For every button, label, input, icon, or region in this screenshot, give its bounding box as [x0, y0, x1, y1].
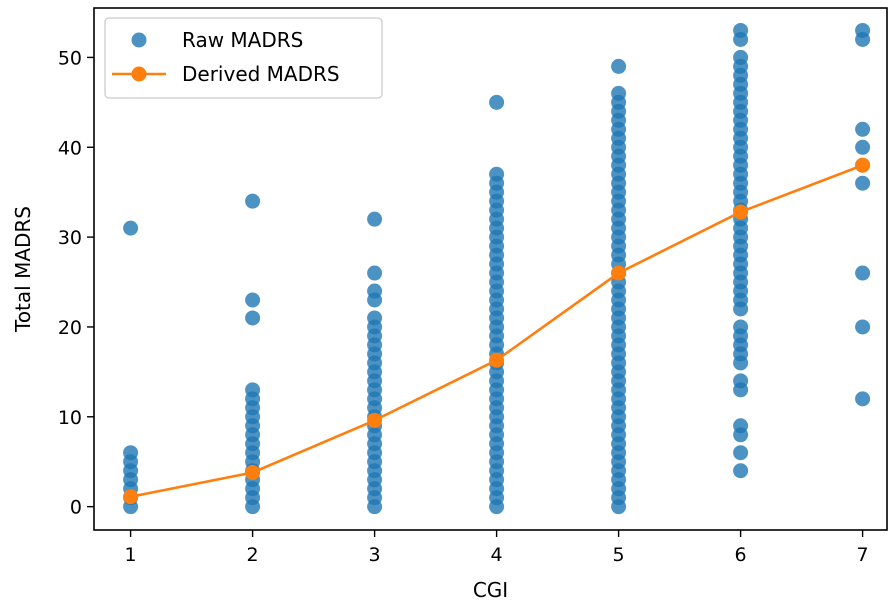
- raw-madrs-point: [733, 418, 749, 434]
- raw-madrs-point: [367, 265, 383, 281]
- raw-madrs-point: [611, 58, 627, 74]
- legend-box: [104, 17, 383, 99]
- derived-madrs-point: [855, 157, 871, 173]
- raw-madrs-point: [733, 319, 749, 335]
- y-tick-label: 10: [58, 407, 82, 429]
- raw-madrs-point: [855, 121, 871, 137]
- raw-madrs-point: [733, 463, 749, 479]
- legend: Raw MADRS Derived MADRS: [104, 17, 383, 99]
- plot-marks: [123, 22, 871, 515]
- derived-madrs-point: [733, 204, 749, 220]
- x-axis: 1 2 3 4 5 6 7: [125, 530, 869, 566]
- raw-madrs-point: [733, 49, 749, 65]
- raw-madrs-point: [489, 166, 505, 182]
- raw-madrs-point: [855, 265, 871, 281]
- raw-madrs-point: [245, 193, 261, 209]
- derived-madrs-point: [123, 489, 139, 505]
- legend-marker-raw: [131, 32, 147, 48]
- x-axis-label: CGI: [473, 578, 508, 602]
- raw-madrs-point: [733, 445, 749, 461]
- derived-madrs-point: [245, 464, 261, 480]
- raw-madrs-point: [855, 175, 871, 191]
- derived-madrs-point: [611, 265, 627, 281]
- raw-madrs-point: [245, 382, 261, 398]
- raw-madrs-point: [123, 445, 139, 461]
- y-tick-label: 40: [58, 137, 82, 159]
- raw-madrs-point: [855, 319, 871, 335]
- raw-madrs-point: [733, 373, 749, 389]
- raw-madrs-point: [855, 391, 871, 407]
- x-tick-label: 2: [247, 544, 259, 566]
- y-tick-label: 30: [58, 227, 82, 249]
- derived-madrs-point: [367, 412, 383, 428]
- raw-madrs-point: [367, 211, 383, 227]
- legend-marker-derived: [131, 66, 147, 82]
- raw-madrs-point: [367, 283, 383, 299]
- x-tick-label: 4: [491, 544, 503, 566]
- y-axis-label: Total MADRS: [11, 206, 35, 333]
- x-tick-label: 7: [857, 544, 869, 566]
- x-tick-label: 6: [735, 544, 747, 566]
- raw-madrs-point: [245, 292, 261, 308]
- derived-madrs-point: [489, 352, 505, 368]
- raw-madrs-point: [855, 22, 871, 38]
- raw-madrs-point: [733, 22, 749, 38]
- raw-madrs-point: [611, 85, 627, 101]
- y-axis: 0 10 20 30 40 50: [58, 47, 94, 519]
- x-tick-label: 5: [613, 544, 625, 566]
- legend-label-raw: Raw MADRS: [182, 28, 303, 52]
- y-tick-label: 0: [70, 497, 82, 519]
- raw-madrs-point: [367, 310, 383, 326]
- raw-madrs-point: [855, 139, 871, 155]
- plot-frame: [93, 7, 888, 531]
- raw-madrs-point: [123, 220, 139, 236]
- raw-madrs-point: [245, 310, 261, 326]
- y-tick-label: 50: [58, 47, 82, 69]
- x-tick-label: 3: [369, 544, 381, 566]
- x-tick-label: 1: [125, 544, 137, 566]
- raw-madrs-point: [489, 94, 505, 110]
- y-tick-label: 20: [58, 317, 82, 339]
- legend-label-derived: Derived MADRS: [182, 62, 340, 86]
